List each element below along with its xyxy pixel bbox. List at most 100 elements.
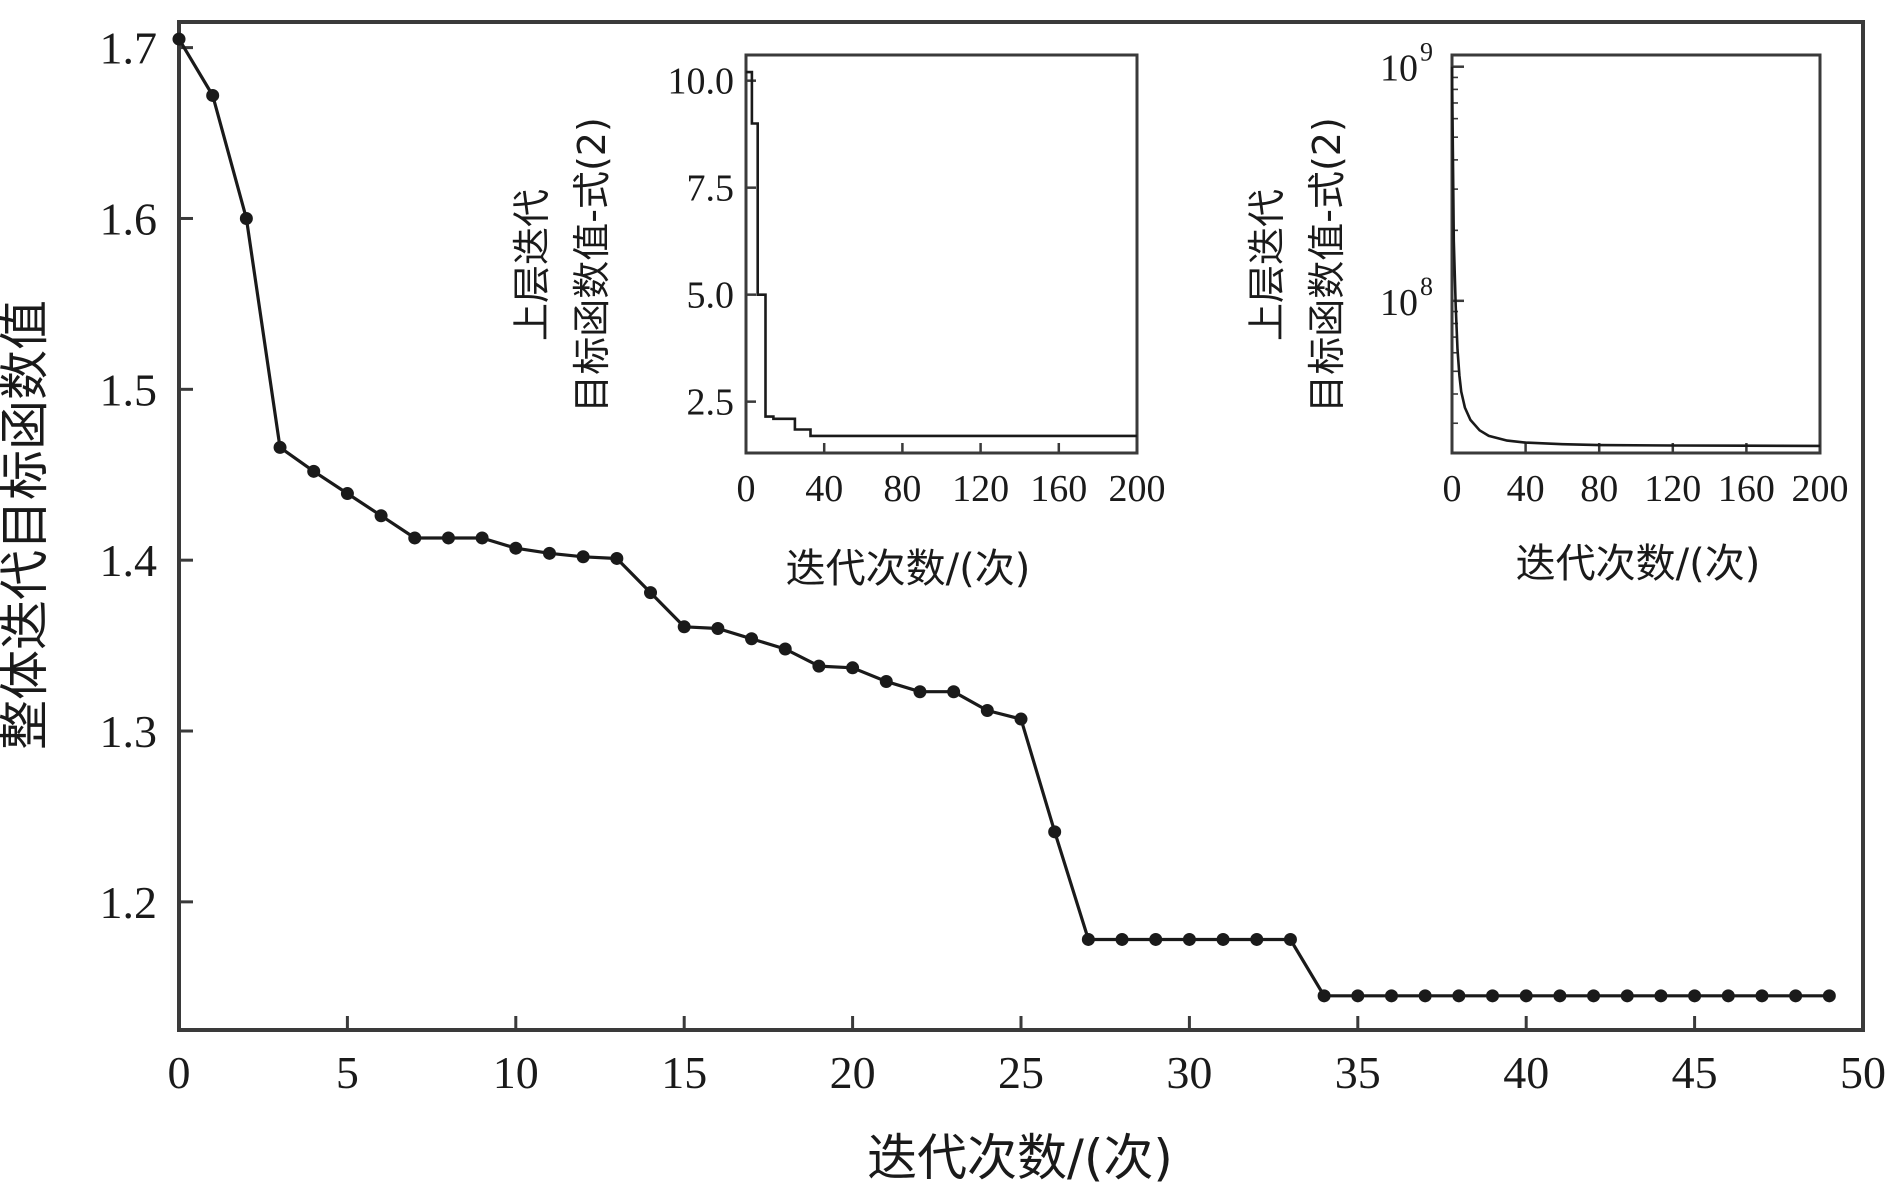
main-data-point	[1317, 989, 1331, 1003]
main-data-point	[879, 674, 893, 688]
main-data-point	[172, 32, 186, 46]
main-x-tick-label: 25	[998, 1047, 1044, 1098]
inset1-x-tick-label: 40	[805, 468, 843, 510]
inset1-x-axis-label: 迭代次数/(次)	[786, 546, 1031, 592]
inset1-y-tick-label: 10.0	[668, 61, 735, 103]
main-axis-ticks: 0 5 10 15 20 25 30 35 40 45 50 1.2 1.3 1.4 1.5 1.6 1.7	[100, 23, 1887, 1098]
inset2-y-tick-label-base: 10	[1380, 48, 1418, 90]
main-data-point	[846, 661, 860, 675]
main-data-point	[644, 586, 658, 600]
main-data-point	[913, 685, 927, 699]
main-x-axis-label: 迭代次数/(次)	[867, 1129, 1173, 1186]
inset1-y-axis-label-line2: 目标函数值-式(2)	[570, 117, 614, 413]
main-data-point	[1822, 989, 1836, 1003]
main-data-point	[1384, 989, 1398, 1003]
main-data-point	[408, 531, 422, 545]
main-data-point	[1452, 989, 1466, 1003]
inset1-x-tick-label: 120	[952, 468, 1009, 510]
main-data-point	[677, 620, 691, 634]
main-data-point	[374, 509, 388, 523]
main-data-point	[206, 88, 220, 102]
inset2-x-tick-label: 80	[1580, 468, 1618, 510]
main-data-point	[509, 541, 523, 555]
main-data-point	[711, 622, 725, 636]
main-data-point	[576, 550, 590, 564]
main-data-point	[1250, 932, 1264, 946]
main-data-point	[1587, 989, 1601, 1003]
inset2-y-axis-label-line2: 目标函数值-式(2)	[1305, 117, 1349, 413]
main-x-tick-label: 20	[830, 1047, 876, 1098]
inset2-x-tick-label: 40	[1507, 468, 1545, 510]
main-x-tick-label: 50	[1840, 1047, 1886, 1098]
main-data-point	[1789, 989, 1803, 1003]
main-x-tick-label: 35	[1335, 1047, 1381, 1098]
main-data-point	[1351, 989, 1365, 1003]
main-data-point	[1519, 989, 1533, 1003]
main-y-tick-label: 1.4	[100, 535, 158, 586]
main-y-tick-label: 1.6	[100, 193, 158, 244]
main-data-point	[745, 632, 759, 646]
main-chart: 0 5 10 15 20 25 30 35 40 45 50 1.2 1.3 1.4 1.5 1.6 1.7 整…	[0, 20, 1887, 1186]
inset1-series-path	[746, 70, 1137, 438]
inset2-x-tick-label: 120	[1644, 468, 1701, 510]
main-x-tick-label: 30	[1166, 1047, 1212, 1098]
main-x-tick-label: 5	[336, 1047, 359, 1098]
main-data-point	[947, 685, 961, 699]
main-y-tick-label: 1.2	[100, 877, 158, 928]
main-data-point	[1182, 932, 1196, 946]
main-x-tick-label: 15	[661, 1047, 707, 1098]
inset1-series-line	[746, 70, 1137, 438]
main-x-tick-label: 40	[1503, 1047, 1549, 1098]
main-data-point	[1688, 989, 1702, 1003]
inset1-y-axis-label-line1: 上层迭代	[510, 189, 554, 341]
main-data-point	[542, 546, 556, 560]
main-data-point	[1283, 932, 1297, 946]
inset1-plot-frame	[744, 53, 1139, 455]
inset1-x-tick-label: 80	[883, 468, 921, 510]
main-data-point	[1418, 989, 1432, 1003]
main-data-point	[1721, 989, 1735, 1003]
main-data-point	[340, 487, 354, 501]
main-data-point	[1115, 932, 1129, 946]
inset1-y-tick-label: 7.5	[687, 168, 735, 210]
inset2-series-line	[1450, 66, 1821, 448]
main-y-tick-label: 1.3	[100, 706, 158, 757]
inset2-y-tick-label-exponent: 9	[1420, 38, 1433, 67]
main-data-point	[980, 704, 994, 718]
main-data-point	[1014, 712, 1028, 726]
inset2-y-tick-label-exponent: 8	[1420, 272, 1433, 301]
main-x-tick-label: 10	[493, 1047, 539, 1098]
main-plot-frame	[177, 20, 1865, 1032]
main-data-point	[778, 642, 792, 656]
inset2-x-tick-label: 0	[1443, 468, 1462, 510]
main-x-tick-label: 0	[168, 1047, 191, 1098]
main-data-point	[1149, 932, 1163, 946]
inset1-x-tick-label: 160	[1030, 468, 1087, 510]
inset2-x-axis-label: 迭代次数/(次)	[1516, 541, 1761, 587]
inset2-plot-frame	[1450, 53, 1822, 455]
main-y-axis-label: 整体迭代目标函数值	[0, 300, 54, 750]
main-data-point	[273, 440, 287, 454]
inset1-x-tick-label: 0	[737, 468, 756, 510]
inset1-chart: 0 40 80 120 160 200 2.5 5.0 7.5 10.0 上层迭代 目标函数值-式…	[510, 53, 1166, 592]
main-data-point	[239, 211, 253, 225]
inset1-y-tick-label: 2.5	[687, 382, 735, 424]
main-x-tick-label: 45	[1672, 1047, 1718, 1098]
main-data-point	[812, 659, 826, 673]
inset2-y-axis-label-line1: 上层迭代	[1245, 189, 1289, 341]
inset1-y-tick-label: 5.0	[687, 275, 735, 317]
main-data-point	[1048, 825, 1062, 839]
inset2-x-tick-label: 200	[1792, 468, 1849, 510]
inset2-x-tick-label: 160	[1718, 468, 1775, 510]
main-data-point	[1654, 989, 1668, 1003]
main-data-point	[1216, 932, 1230, 946]
main-data-point	[1081, 932, 1095, 946]
main-y-tick-label: 1.5	[100, 364, 158, 415]
main-y-tick-label: 1.7	[100, 23, 158, 74]
main-data-point	[307, 464, 321, 478]
inset2-y-tick-label-base: 10	[1380, 282, 1418, 324]
inset1-axis-ticks: 0 40 80 120 160 200 2.5 5.0 7.5 10.0	[668, 61, 1166, 510]
main-data-point	[1620, 989, 1634, 1003]
